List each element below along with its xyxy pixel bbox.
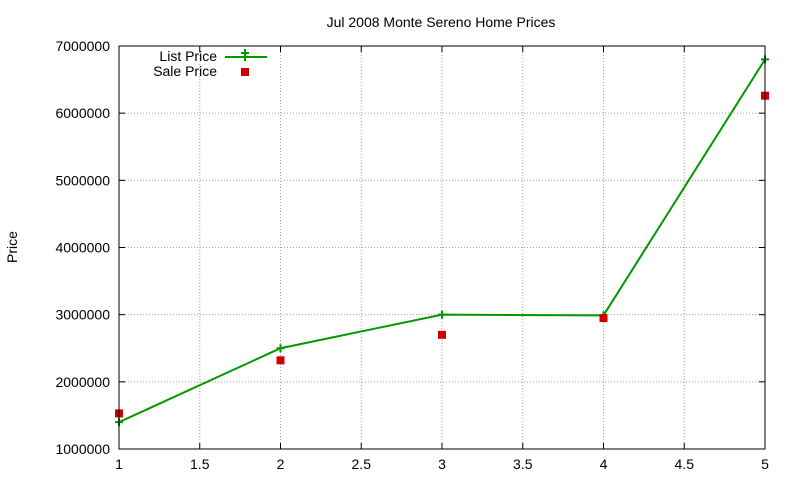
- legend-label-sale-price: Sale Price: [153, 63, 217, 79]
- legend-marker-list-price: [241, 49, 249, 61]
- point-list-price: [438, 310, 446, 319]
- point-sale-price: [276, 356, 285, 365]
- legend: List Price Sale Price: [153, 48, 267, 79]
- y-tick-label: 6000000: [55, 105, 110, 121]
- y-tick-label: 3000000: [55, 307, 110, 323]
- x-tick-label: 2: [277, 456, 285, 472]
- x-tick-label: 1.5: [190, 456, 210, 472]
- x-tick-label: 3.5: [513, 456, 533, 472]
- axis-ticks: 1000000 2000000 3000000 4000000 5000000 60000…: [55, 38, 769, 472]
- y-tick-label: 5000000: [55, 172, 110, 188]
- x-tick-label: 5: [761, 456, 769, 472]
- point-sale-price: [438, 330, 446, 339]
- grid: [119, 46, 765, 449]
- y-tick-label: 4000000: [55, 240, 110, 256]
- point-sale-price: [599, 314, 608, 323]
- plot-border: [118, 45, 766, 450]
- chart-title: Jul 2008 Monte Sereno Home Prices: [327, 14, 556, 30]
- y-tick-label: 2000000: [55, 374, 110, 390]
- y-tick-label: 7000000: [55, 38, 110, 54]
- point-list-price: [276, 344, 285, 353]
- x-tick-label: 4.5: [675, 456, 695, 472]
- x-tick-label: 2.5: [352, 456, 372, 472]
- legend-marker-sale-price: [241, 68, 249, 76]
- x-tick-label: 1: [115, 456, 123, 472]
- legend-label-list-price: List Price: [159, 48, 217, 64]
- y-axis-label: Price: [4, 231, 20, 263]
- x-tick-label: 4: [600, 456, 608, 472]
- x-tick-label: 3: [438, 456, 446, 472]
- y-tick-label: 1000000: [55, 441, 110, 457]
